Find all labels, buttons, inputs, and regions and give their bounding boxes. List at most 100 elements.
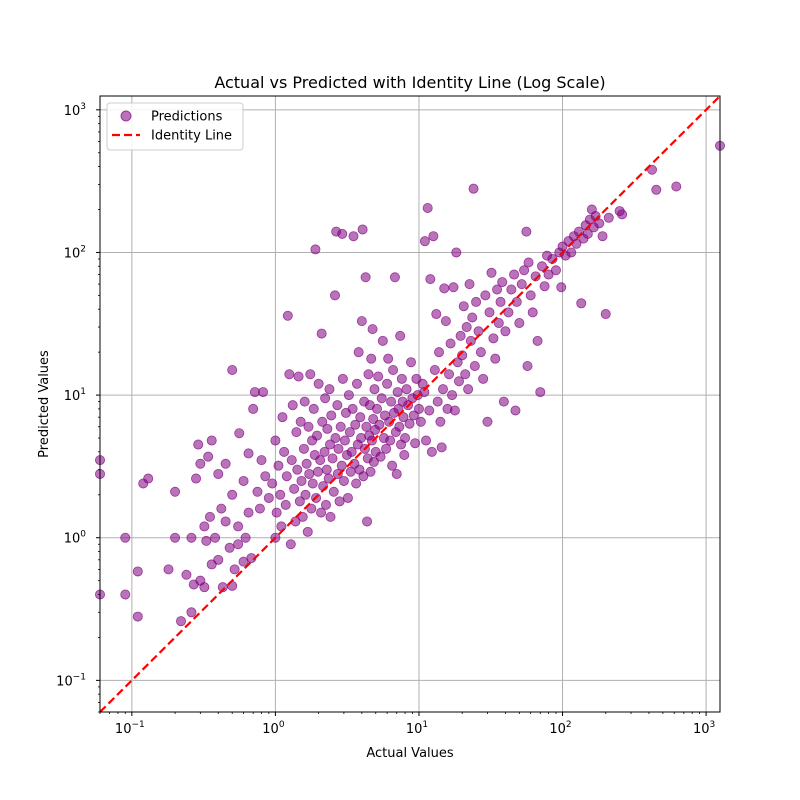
scatter-point — [282, 310, 293, 321]
plot-area — [95, 95, 726, 713]
scatter-point — [373, 371, 384, 382]
scatter-point — [132, 611, 143, 622]
scatter-point — [344, 427, 355, 438]
scatter-point — [348, 231, 359, 242]
scatter-point — [350, 419, 361, 430]
scatter-point — [324, 384, 335, 395]
legend: Predictions Identity Line — [106, 102, 244, 151]
identity-line — [99, 95, 721, 713]
scatter-point — [374, 419, 385, 430]
scatter-point — [392, 387, 403, 398]
scatter-point — [383, 353, 394, 364]
scatter-point — [566, 247, 577, 258]
x-axis-ticks: 10−1 100 101 102 103 — [99, 712, 715, 737]
scatter-point — [461, 322, 472, 333]
scatter-point — [455, 330, 466, 341]
scatter-point — [240, 532, 251, 543]
scatter-point — [132, 566, 143, 577]
scatter-point — [375, 451, 386, 462]
scatter-point — [492, 284, 503, 295]
scatter-point — [537, 261, 548, 272]
scatter-point — [280, 499, 291, 510]
scatter-point — [594, 218, 605, 229]
scatter-point — [339, 435, 350, 446]
scatter-point — [271, 507, 282, 518]
scatter-point — [332, 400, 343, 411]
scatter-point — [330, 433, 341, 444]
scatter-point — [163, 564, 174, 575]
scatter-point — [389, 272, 400, 283]
scatter-point — [385, 435, 396, 446]
scatter-point — [523, 257, 534, 268]
scatter-point — [233, 539, 244, 550]
scatter-point — [493, 318, 504, 329]
scatter-point — [468, 183, 479, 194]
scatter-point — [254, 503, 265, 514]
scatter-points — [95, 140, 726, 627]
scatter-point — [369, 384, 380, 395]
scatter-point — [419, 236, 430, 247]
scatter-point — [224, 542, 235, 553]
scatter-point — [316, 328, 327, 339]
scatter-point — [521, 226, 532, 237]
scatter-point — [428, 231, 439, 242]
scatter-point — [405, 357, 416, 368]
scatter-point — [357, 224, 368, 235]
scatter-point — [332, 468, 343, 479]
scatter-point — [516, 279, 527, 290]
scatter-point — [600, 309, 611, 320]
x-axis-label: Actual Values — [366, 746, 454, 761]
scatter-point — [495, 296, 506, 307]
scatter-point — [435, 416, 446, 427]
scatter-point — [227, 489, 238, 500]
scatter-point — [671, 181, 682, 192]
scatter-point — [410, 438, 421, 449]
scatter-point — [434, 347, 445, 358]
scatter-point — [522, 360, 533, 371]
scatter-point — [475, 347, 486, 358]
scatter-point — [289, 483, 300, 494]
scatter-point — [324, 439, 335, 450]
scatter-point — [193, 439, 204, 450]
scatter-point — [360, 272, 371, 283]
scatter-point — [510, 405, 521, 416]
scatter-point — [432, 396, 443, 407]
scatter-point — [527, 307, 538, 318]
scatter-point — [400, 433, 411, 444]
scatter-point — [267, 478, 278, 489]
scatter-point — [453, 376, 464, 387]
scatter-point — [195, 458, 206, 469]
scatter-point — [451, 247, 462, 258]
scatter-point — [281, 471, 292, 482]
scatter-point — [368, 413, 379, 424]
scatter-point — [315, 455, 326, 466]
scatter-point — [467, 312, 478, 323]
scatter-point — [275, 489, 286, 500]
scatter-point — [463, 384, 474, 395]
scatter-point — [273, 460, 284, 471]
scatter-point — [284, 369, 295, 380]
scatter-point — [363, 369, 374, 380]
scatter-point — [191, 473, 202, 484]
scatter-point — [337, 373, 348, 384]
scatter-point — [170, 486, 181, 497]
scatter-point — [388, 364, 399, 375]
scatter-point — [449, 405, 460, 416]
scatter-point — [497, 277, 508, 288]
scatter-point — [213, 468, 224, 479]
scatter-point — [233, 521, 244, 532]
scatter-point — [299, 396, 310, 407]
scatter-point — [201, 535, 212, 546]
scatter-point — [647, 164, 658, 175]
scatter-point — [186, 607, 197, 618]
scatter-point — [488, 333, 499, 344]
scatter-point — [277, 412, 288, 423]
scatter-point — [490, 353, 501, 364]
scatter-point — [243, 448, 254, 459]
scatter-point — [312, 430, 323, 441]
scatter-point — [404, 418, 415, 429]
scatter-point — [220, 516, 231, 527]
scatter-point — [465, 335, 476, 346]
scatter-point — [431, 309, 442, 320]
